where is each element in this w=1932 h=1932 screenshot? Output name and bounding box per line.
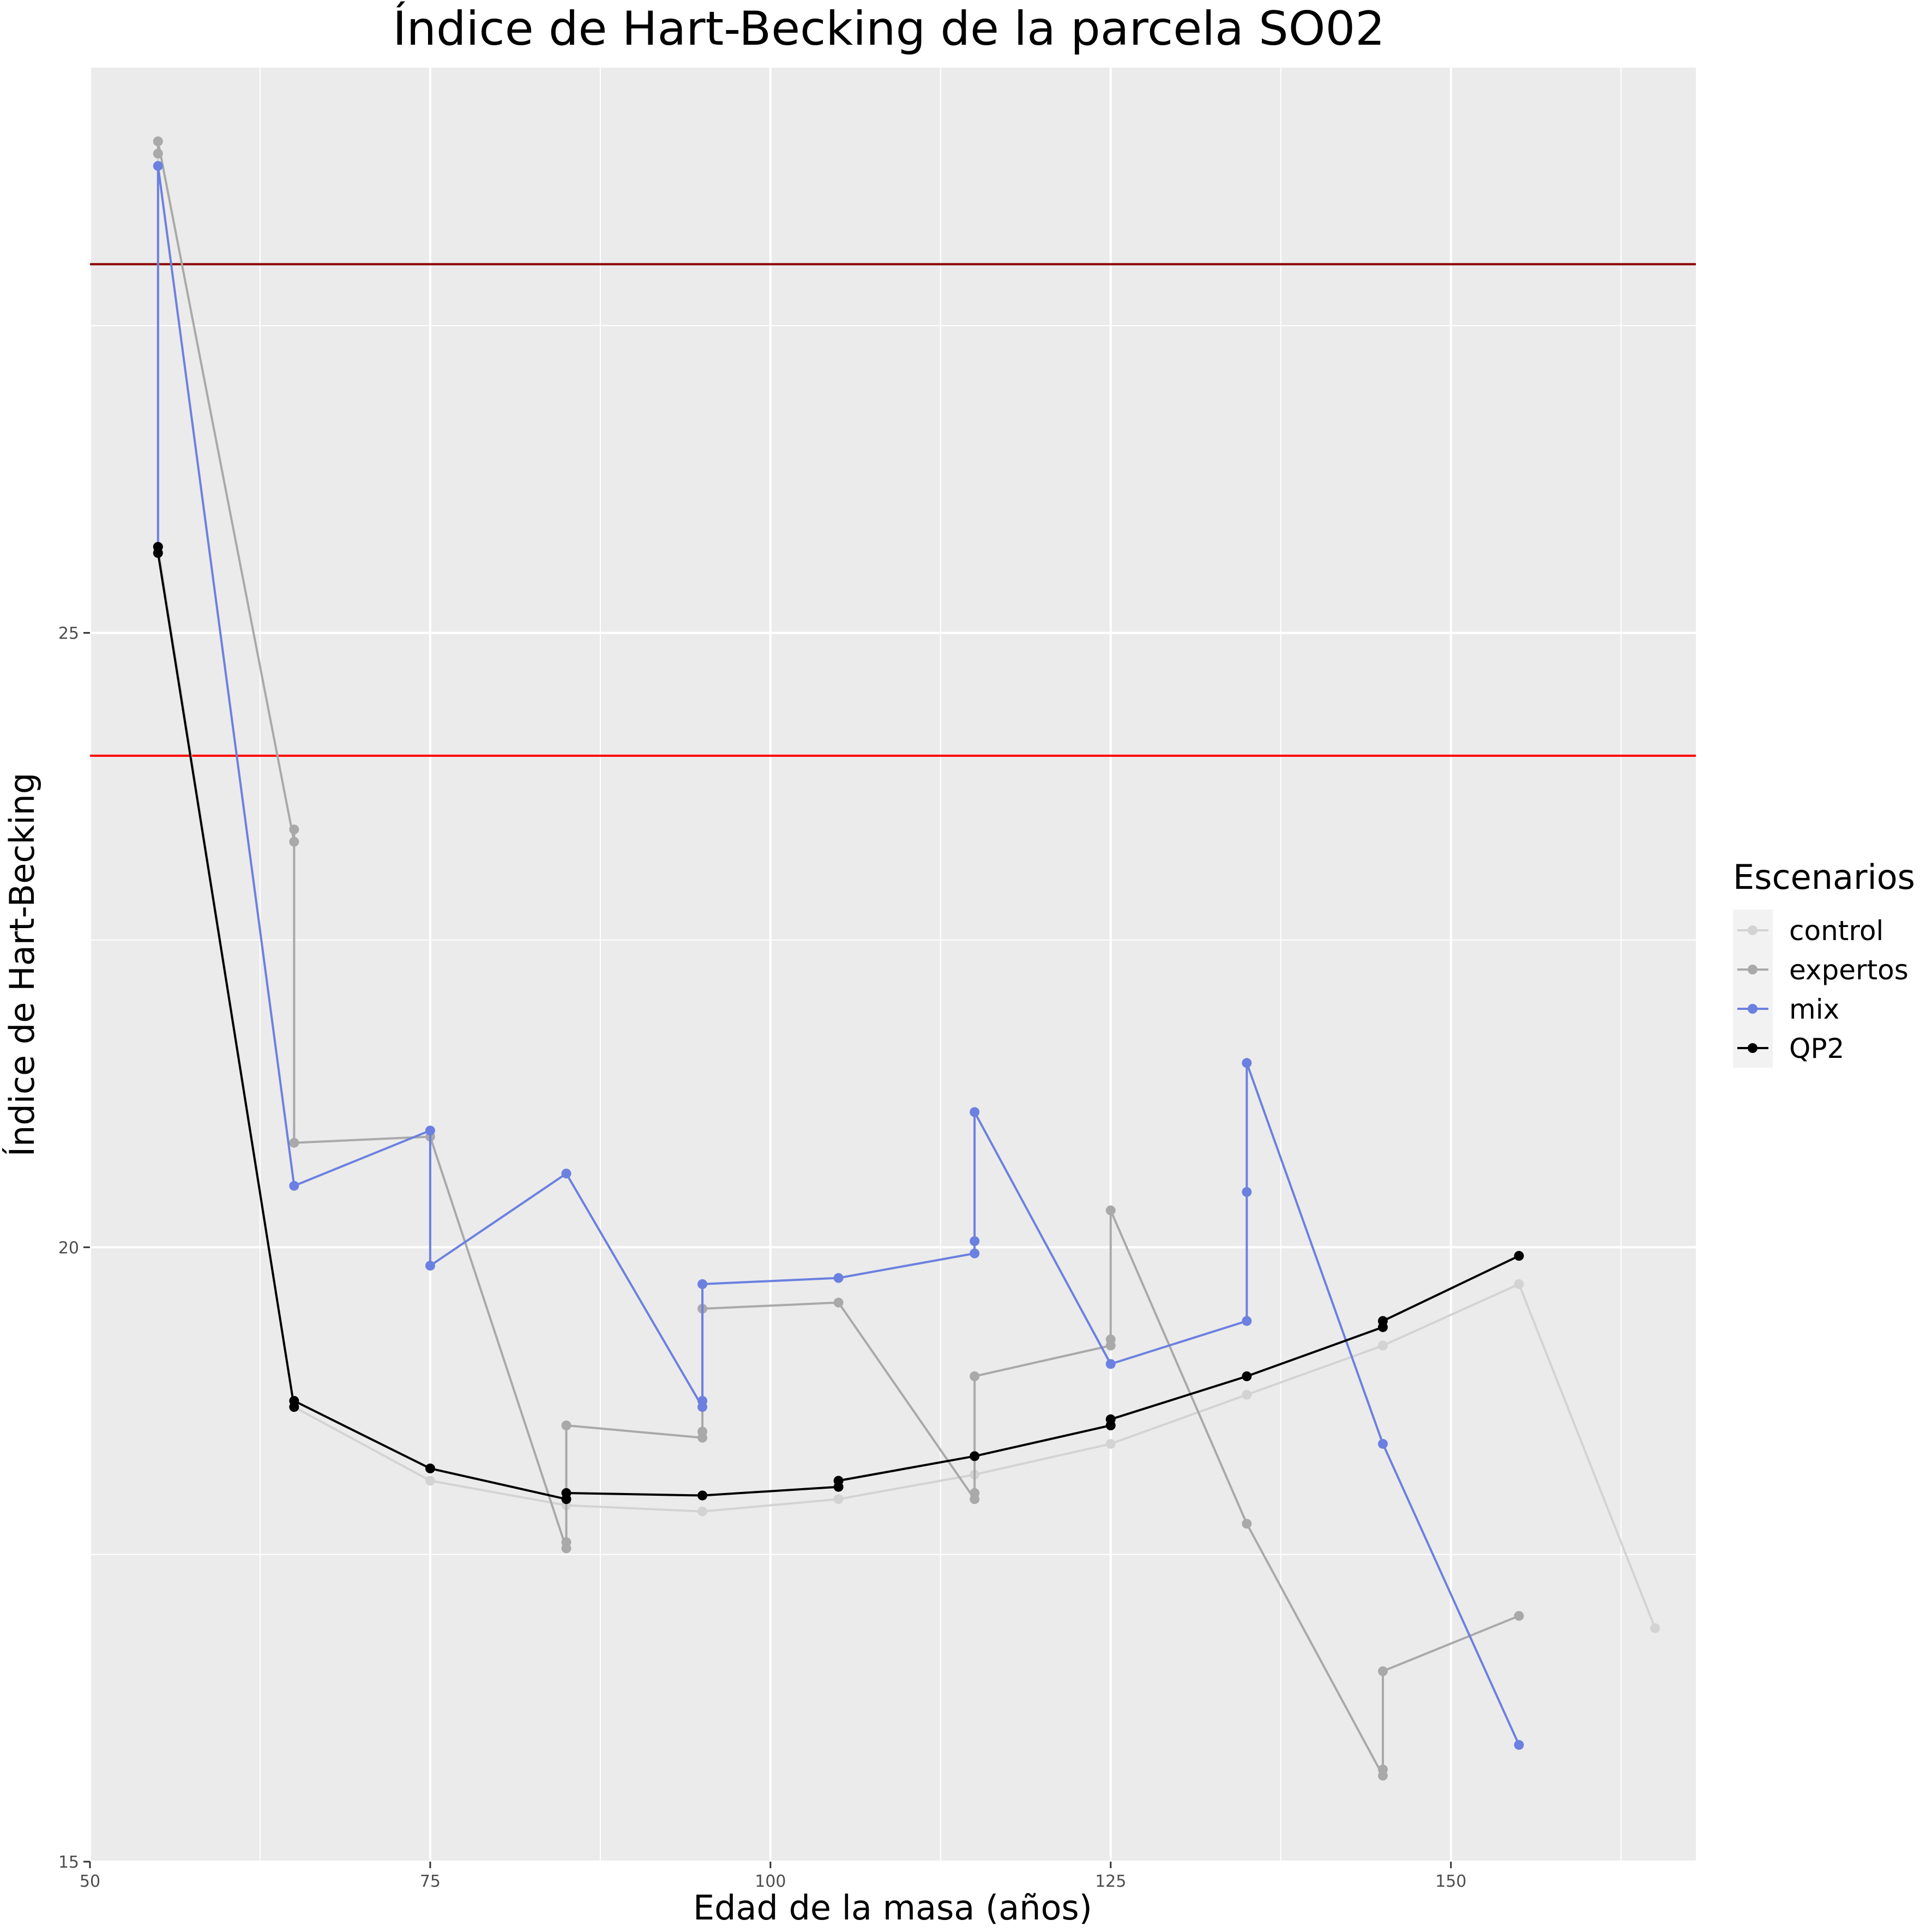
- data-point-QP2: [1242, 1371, 1252, 1381]
- data-point-mix: [1105, 1359, 1116, 1369]
- data-point-control: [1377, 1340, 1388, 1351]
- data-point-expertos: [1242, 1519, 1252, 1529]
- data-point-expertos: [1105, 1334, 1116, 1345]
- data-point-QP2: [153, 548, 163, 558]
- series-layer: [153, 136, 1660, 1781]
- data-point-control: [833, 1494, 844, 1504]
- reference-lines: [90, 263, 1696, 757]
- data-point-QP2: [1105, 1414, 1116, 1424]
- data-point-QP2: [1514, 1251, 1524, 1261]
- data-point-mix: [1242, 1187, 1252, 1197]
- data-point-QP2: [425, 1463, 435, 1473]
- data-point-mix: [697, 1395, 708, 1406]
- data-point-mix: [289, 1181, 299, 1191]
- legend-key-point: [1748, 965, 1758, 974]
- legend-key-background: [1733, 910, 1773, 1068]
- data-point-control: [425, 1476, 435, 1486]
- data-point-expertos: [1377, 1666, 1388, 1676]
- data-point-expertos: [1377, 1764, 1388, 1774]
- data-point-expertos: [561, 1537, 571, 1548]
- data-point-mix: [1242, 1316, 1252, 1326]
- x-tick-label: 100: [755, 1872, 786, 1891]
- data-point-control: [1514, 1279, 1524, 1289]
- x-tick-label: 75: [420, 1872, 441, 1891]
- y-axis-title: Índice de Hart-Becking: [2, 773, 42, 1157]
- data-point-mix: [970, 1236, 980, 1247]
- data-point-expertos: [153, 148, 163, 159]
- y-axis: 15 20 25: [58, 624, 90, 1872]
- legend-item-mix: mix: [1737, 994, 1839, 1025]
- data-point-expertos: [697, 1427, 708, 1437]
- data-point-mix: [425, 1261, 435, 1271]
- legend-label: expertos: [1789, 954, 1909, 986]
- data-point-QP2: [697, 1490, 708, 1501]
- data-point-control: [697, 1506, 708, 1516]
- legend-key-point: [1748, 1043, 1758, 1053]
- plot-panel: [90, 68, 1696, 1862]
- legend-item-QP2: QP2: [1737, 1033, 1844, 1064]
- data-point-control: [1105, 1439, 1116, 1449]
- legend-item-expertos: expertos: [1737, 954, 1909, 986]
- data-point-expertos: [289, 836, 299, 847]
- data-point-mix: [970, 1248, 980, 1259]
- data-point-QP2: [833, 1476, 844, 1486]
- y-tick-label: 25: [58, 624, 79, 643]
- data-point-mix: [561, 1169, 571, 1179]
- data-point-QP2: [561, 1488, 571, 1498]
- legend-items: control expertos mix QP2: [1737, 915, 1909, 1064]
- data-point-QP2: [289, 1395, 299, 1406]
- x-axis: 50 75 100 125 150: [80, 1862, 1466, 1891]
- data-point-expertos: [833, 1297, 844, 1308]
- data-point-QP2: [1377, 1316, 1388, 1326]
- data-point-expertos: [1105, 1205, 1116, 1215]
- series-line-expertos: [157, 140, 1520, 1777]
- data-point-expertos: [561, 1421, 571, 1431]
- data-point-mix: [1242, 1058, 1252, 1068]
- data-point-expertos: [289, 824, 299, 835]
- data-point-expertos: [970, 1488, 980, 1498]
- x-axis-title: Edad de la masa (años): [693, 1888, 1092, 1928]
- data-point-control: [1242, 1389, 1252, 1400]
- data-point-mix: [833, 1273, 844, 1283]
- data-point-mix: [697, 1279, 708, 1289]
- y-tick-label: 20: [58, 1238, 79, 1257]
- y-tick-label: 15: [58, 1853, 79, 1872]
- legend-title: Escenarios: [1733, 857, 1915, 897]
- data-point-expertos: [1514, 1611, 1524, 1621]
- data-point-expertos: [153, 136, 163, 147]
- data-point-mix: [970, 1107, 980, 1117]
- data-point-control: [1650, 1623, 1660, 1633]
- legend-key-point: [1748, 925, 1758, 935]
- x-tick-label: 150: [1435, 1872, 1466, 1891]
- data-point-mix: [1514, 1740, 1524, 1750]
- legend-label: mix: [1789, 994, 1839, 1025]
- legend-item-control: control: [1737, 915, 1883, 947]
- series-QP2: [153, 541, 1524, 1504]
- legend-label: control: [1789, 915, 1883, 947]
- legend: Escenarios control expertos mix QP2: [1733, 857, 1915, 1068]
- data-point-mix: [153, 161, 163, 171]
- data-point-expertos: [289, 1137, 299, 1148]
- chart-title: Índice de Hart-Becking de la parcela SO0…: [393, 1, 1385, 56]
- grid-major: [89, 68, 1696, 1863]
- grid-minor: [90, 68, 1696, 1862]
- data-point-mix: [425, 1126, 435, 1136]
- x-tick-label: 50: [80, 1872, 100, 1891]
- data-point-mix: [1377, 1439, 1388, 1449]
- legend-key-point: [1748, 1004, 1758, 1014]
- legend-label: QP2: [1789, 1033, 1844, 1064]
- data-point-expertos: [970, 1371, 980, 1381]
- data-point-QP2: [970, 1451, 980, 1461]
- x-tick-label: 125: [1095, 1872, 1126, 1891]
